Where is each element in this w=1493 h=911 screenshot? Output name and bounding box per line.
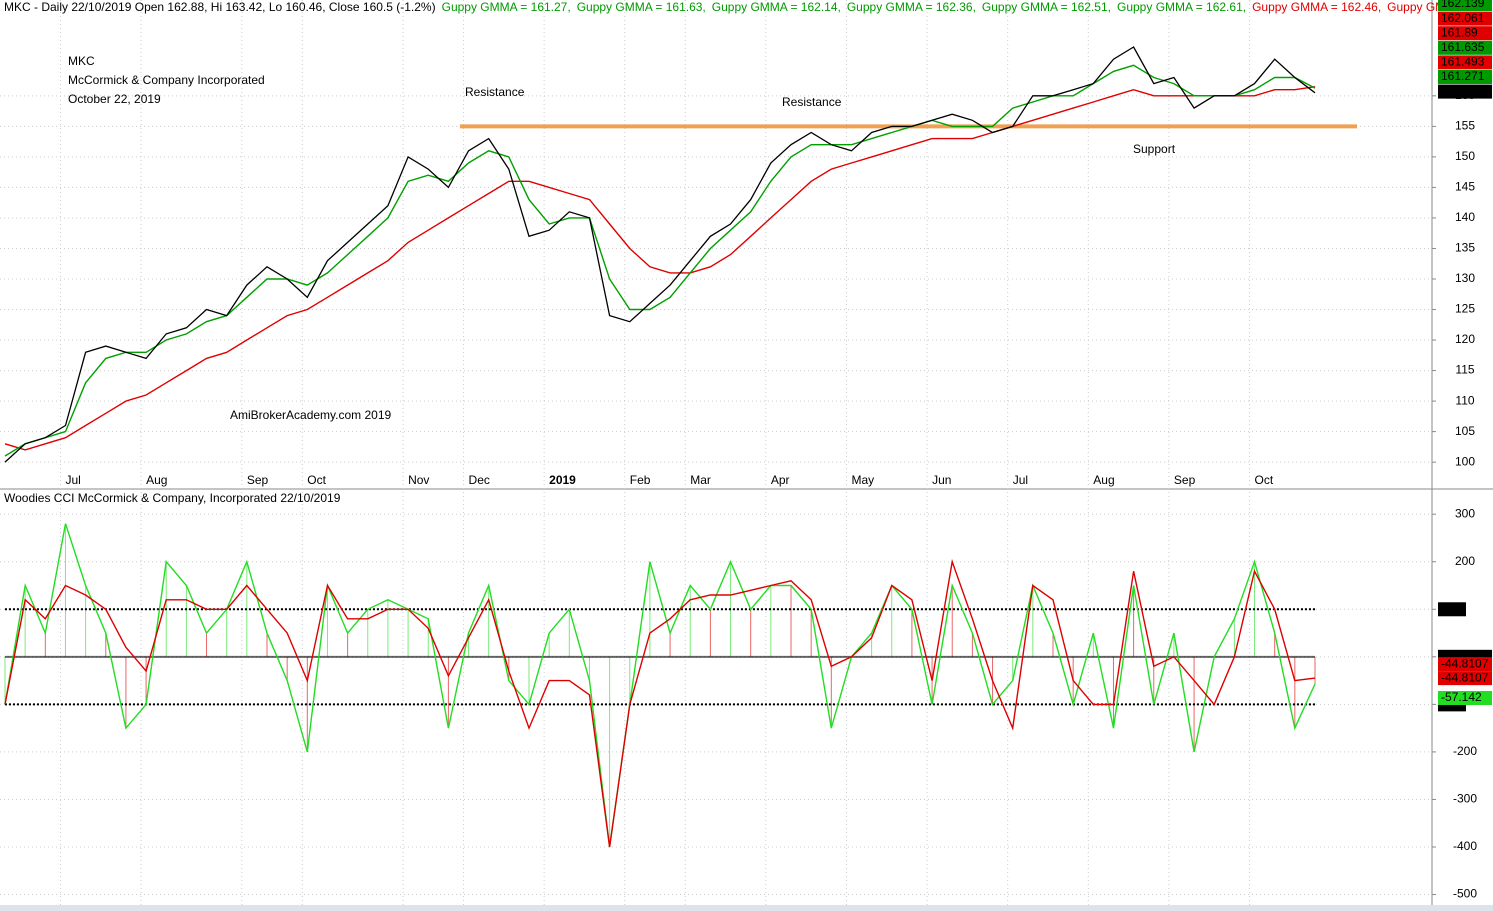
y-tick-label: 130 (1455, 271, 1475, 285)
value-tag-label: -57.142 (1441, 690, 1482, 704)
panel-title: Woodies CCI McCormick & Company, Incorpo… (4, 491, 341, 505)
y-tick-label: 105 (1455, 424, 1475, 438)
value-tag-label: -44.8107 (1441, 670, 1489, 684)
price-tag-bg (1438, 55, 1492, 70)
annotation: Support (1133, 142, 1176, 156)
header-text: MKC - Daily 22/10/2019 Open 162.88, Hi 1… (4, 0, 436, 14)
annotation: AmiBrokerAcademy.com 2019 (230, 408, 392, 422)
y-tick-label: 155 (1455, 119, 1475, 133)
y-tick-label: 125 (1455, 302, 1475, 316)
y-tick-label: 300 (1455, 506, 1475, 520)
annotation: Resistance (465, 85, 525, 99)
series-line (4, 558, 1316, 848)
legend-entry: Guppy GMMA = 161.27, (442, 0, 571, 14)
scrollbar (0, 905, 1493, 911)
x-tick-label: 2019 (549, 473, 576, 487)
y-tick-label: 100 (1455, 454, 1475, 468)
price-tag-label: 160.5 (1441, 84, 1471, 98)
legend-entry: Guppy GMMA = 162.14, (712, 0, 841, 14)
legend-entry: Guppy GMMA = 162.36, (847, 0, 976, 14)
x-tick-label: Oct (307, 473, 326, 487)
legend-entry: Guppy GMMA = 162.46, (1252, 0, 1381, 14)
series-line (4, 64, 1316, 457)
y-tick-label: 110 (1455, 393, 1474, 407)
x-tick-label: Jul (1013, 473, 1028, 487)
x-tick-label: May (851, 473, 874, 487)
price-tag-bg (1438, 11, 1492, 26)
y-tick-label: 150 (1455, 149, 1475, 163)
price-tag-label: 161.89 (1441, 25, 1478, 39)
annotation: Resistance (782, 95, 842, 109)
price-tag-bg (1438, 84, 1492, 99)
price-tag-label: 161.493 (1441, 55, 1485, 69)
annotation: McCormick & Company Incorporated (68, 73, 265, 87)
value-tag-bg (1438, 671, 1492, 686)
x-tick-label: Aug (146, 473, 167, 487)
value-tag-bg (1438, 690, 1492, 705)
x-tick-label: Dec (469, 473, 490, 487)
y-tick-label: 135 (1455, 241, 1475, 255)
x-tick-label: Feb (630, 473, 651, 487)
annotation: MKC (68, 54, 95, 68)
x-tick-label: Jun (932, 473, 951, 487)
legend-entry: Guppy GMMA = 162.61, (1117, 0, 1246, 14)
value-tag-bg (1438, 657, 1492, 672)
series-line (4, 86, 1316, 451)
y-tick-label: 145 (1455, 180, 1475, 194)
x-tick-label: Jul (65, 473, 80, 487)
y-tick-label: 200 (1455, 554, 1475, 568)
y-tick-label: -200 (1453, 744, 1477, 758)
x-tick-label: Sep (1174, 473, 1196, 487)
y-tick-label: 100 (1440, 601, 1460, 615)
x-tick-label: Sep (247, 473, 269, 487)
price-tag-label: 162.061 (1441, 11, 1485, 25)
price-tag-label: 161.271 (1441, 69, 1485, 83)
price-tag-bg (1438, 0, 1492, 11)
y-tick-label: -400 (1453, 839, 1477, 853)
price-tag-label: 161.635 (1441, 40, 1485, 54)
x-tick-label: Aug (1093, 473, 1114, 487)
y-tick-label: -500 (1453, 887, 1477, 901)
x-tick-label: Nov (408, 473, 429, 487)
x-tick-label: Oct (1255, 473, 1274, 487)
x-tick-label: Mar (690, 473, 711, 487)
x-tick-label: Apr (771, 473, 790, 487)
price-tag-bg (1438, 40, 1492, 55)
value-tag-label: -44.8107 (1441, 656, 1489, 670)
annotation: October 22, 2019 (68, 92, 161, 106)
y-tick-label: 140 (1455, 210, 1475, 224)
legend-entry: Guppy GMMA = 161.63, (577, 0, 706, 14)
header: MKC - Daily 22/10/2019 Open 162.88, Hi 1… (4, 0, 1469, 14)
legend-entry: Guppy GMMA = 162.51, (982, 0, 1111, 14)
price-tag-bg (1438, 70, 1492, 84)
y-tick-label: 115 (1455, 363, 1474, 377)
price-tag-label: 162.139 (1441, 0, 1485, 10)
price-tag-bg (1438, 26, 1492, 41)
y-tick-label: -300 (1453, 792, 1477, 806)
series-line (4, 523, 1316, 848)
value-tag-bg (1438, 602, 1466, 617)
y-tick-label: 120 (1455, 332, 1475, 346)
series-line (4, 46, 1316, 463)
